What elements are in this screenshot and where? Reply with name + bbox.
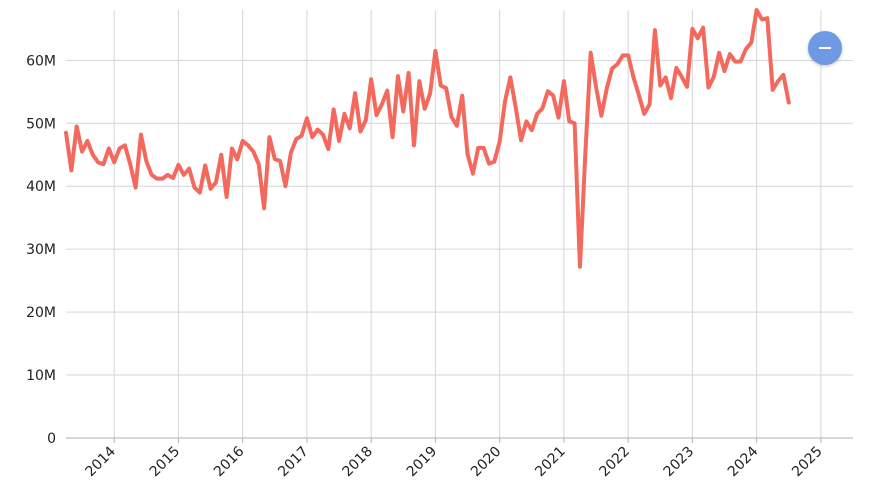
series-layer [64,8,791,269]
x-tick-label: 2020 [468,444,505,481]
y-tick-label: 10M [26,368,56,384]
x-tick-label: 2016 [211,443,248,480]
y-tick-label: 50M [26,116,56,132]
x-tick-label: 2023 [661,444,698,481]
zoom-out-button[interactable] [808,31,842,65]
series-line [64,8,791,269]
grid [66,10,853,438]
y-tick-label: 40M [26,179,56,195]
y-tick-label: 0 [47,431,56,447]
x-tick-label: 2021 [532,444,569,481]
x-tick-label: 2019 [404,444,441,481]
x-tick-label: 2024 [725,443,762,480]
y-tick-label: 20M [26,305,56,321]
x-tick-label: 2022 [596,444,633,481]
x-tick-label: 2025 [789,444,826,481]
x-tick-label: 2014 [82,443,119,480]
tick-labels: 0 10M 20M 30M 40M 50M 60M 2014 2015 2016 2017 2018 2… [26,53,826,480]
x-tick-label: 2015 [147,444,184,481]
y-tick-label: 30M [26,242,56,258]
x-tick-label: 2017 [275,444,312,481]
minus-icon [819,47,831,49]
y-tick-label: 60M [26,53,56,69]
axes [66,437,853,443]
x-tick-label: 2018 [339,444,376,481]
